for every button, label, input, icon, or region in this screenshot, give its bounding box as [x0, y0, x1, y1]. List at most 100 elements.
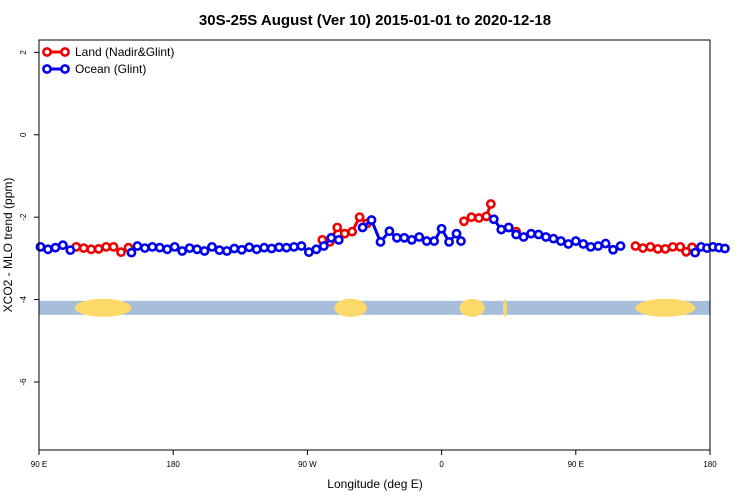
- data-point: [366, 215, 377, 225]
- data-point: [326, 232, 337, 243]
- data-point: [503, 222, 514, 233]
- data-point: [192, 244, 202, 255]
- data-point: [357, 222, 368, 233]
- data-point: [511, 229, 522, 240]
- data-point: [57, 240, 68, 251]
- data-point: [236, 244, 247, 255]
- legend-marker: [60, 64, 70, 74]
- y-axis-label: XCO2 - MLO trend (ppm): [1, 178, 15, 313]
- data-point: [259, 242, 270, 253]
- data-point: [555, 236, 566, 246]
- data-point: [541, 232, 551, 242]
- data-point: [518, 232, 529, 242]
- land-patch: [459, 298, 485, 317]
- data-point: [35, 241, 46, 252]
- legend-marker: [60, 47, 70, 57]
- data-point: [600, 238, 611, 249]
- legend-item: Ocean (Glint): [42, 62, 146, 76]
- x-tick-label: 90 W: [298, 460, 317, 469]
- x-tick-label: 180: [167, 460, 181, 469]
- data-point: [116, 247, 126, 258]
- data-point: [162, 244, 173, 255]
- legend: Land (Nadir&Glint) Ocean (Glint): [42, 45, 174, 76]
- data-point: [496, 224, 507, 235]
- y-tick-label: -2: [19, 213, 28, 221]
- data-point: [251, 244, 262, 255]
- data-point: [630, 241, 641, 251]
- x-tick-label: 0: [439, 460, 444, 469]
- data-point: [421, 236, 432, 246]
- data-point: [720, 243, 730, 254]
- x-tick-label: 90 E: [31, 460, 47, 469]
- data-point: [459, 216, 469, 227]
- data-point: [108, 241, 119, 252]
- data-point: [333, 234, 344, 245]
- legend-item: Land (Nadir&Glint): [42, 45, 174, 59]
- data-point: [184, 243, 195, 253]
- surface-strip: [39, 298, 710, 317]
- legend-marker: [42, 47, 52, 57]
- y-tick-label: -4: [19, 295, 28, 303]
- data-point: [451, 228, 462, 239]
- data-point: [652, 244, 663, 254]
- data-point: [318, 241, 329, 251]
- data-point: [147, 241, 158, 252]
- data-point: [169, 241, 180, 252]
- y-tick-label: 2: [19, 50, 28, 55]
- data-point: [548, 233, 559, 244]
- data-point: [132, 241, 143, 251]
- data-point: [199, 246, 210, 256]
- land-patch: [635, 298, 696, 317]
- series-land: [71, 199, 698, 258]
- data-point: [608, 244, 618, 255]
- data-point: [645, 241, 656, 252]
- data-point: [303, 247, 314, 258]
- data-point: [354, 212, 365, 223]
- data-point: [570, 236, 581, 246]
- data-point: [281, 242, 292, 253]
- legend-label: Ocean (Glint): [75, 62, 146, 76]
- data-point: [339, 228, 350, 239]
- data-point: [86, 244, 97, 255]
- data-point: [78, 243, 89, 253]
- series-layer: [35, 199, 730, 258]
- data-point: [563, 239, 574, 249]
- data-point: [593, 241, 604, 251]
- data-point: [347, 226, 358, 237]
- axes: 90 E 180 90 W 0 90 E 180 2 0 -2 -4 -6: [19, 39, 717, 469]
- data-point: [207, 241, 217, 252]
- y-tick-label: -6: [19, 378, 28, 386]
- data-point: [675, 241, 686, 252]
- plot-frame: [38, 39, 711, 451]
- land-patch: [74, 298, 132, 317]
- land-patch: [334, 298, 368, 317]
- x-axis-label: Longitude (deg E): [327, 477, 422, 491]
- ocean-band: [39, 300, 710, 315]
- data-point: [93, 244, 104, 254]
- data-point: [311, 244, 322, 255]
- data-point: [384, 226, 395, 237]
- data-point: [466, 212, 477, 223]
- data-point: [65, 245, 76, 256]
- data-point: [429, 236, 440, 246]
- data-point: [533, 229, 544, 240]
- data-point: [667, 241, 678, 252]
- x-tick-label: 180: [703, 460, 717, 469]
- data-point: [638, 243, 648, 253]
- data-point: [375, 237, 386, 247]
- data-point: [50, 242, 61, 253]
- data-point: [456, 236, 466, 246]
- data-point: [43, 244, 53, 255]
- data-point: [126, 247, 137, 258]
- data-point: [444, 237, 454, 247]
- data-point: [406, 234, 417, 245]
- data-point: [578, 239, 589, 249]
- data-point: [221, 246, 232, 256]
- data-point: [660, 244, 671, 254]
- data-point: [332, 222, 343, 233]
- data-point: [526, 228, 536, 239]
- data-point: [399, 232, 410, 243]
- data-point: [177, 246, 188, 256]
- data-point: [289, 241, 299, 252]
